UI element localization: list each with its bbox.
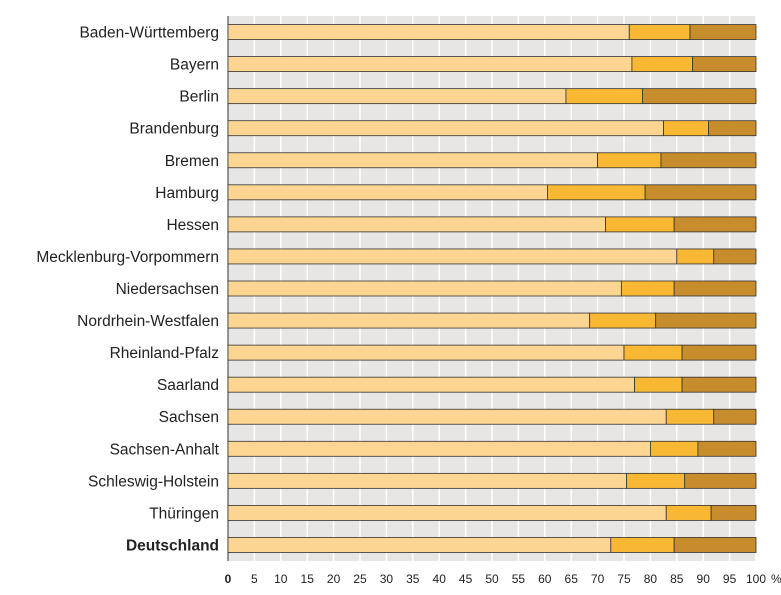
bar-segment [673, 280, 757, 297]
bar-segment [227, 280, 622, 297]
x-tick-label: 90 [697, 572, 711, 586]
bar-segment [605, 216, 675, 233]
x-tick-label: 40 [433, 572, 447, 586]
x-tick-label: 35 [406, 572, 420, 586]
bars [227, 24, 757, 553]
bar-segment [227, 56, 633, 72]
bar-segment [227, 184, 548, 201]
category-label: Mecklenburg-Vorpommern [36, 249, 219, 266]
bar-segment [660, 152, 757, 169]
x-unit-label: % [771, 572, 781, 586]
bar-segment [650, 440, 699, 457]
x-tick-label: 85 [670, 572, 684, 586]
bar-segment [227, 120, 665, 137]
bar-segment [634, 376, 683, 393]
bar-segment [626, 472, 686, 489]
x-tick-label: 80 [644, 572, 658, 586]
x-tick-label: 100 [746, 572, 766, 586]
bar-segment [227, 505, 667, 521]
x-tick-label: 95 [723, 572, 737, 586]
bar-segment [710, 505, 757, 521]
bar-segment [642, 88, 757, 105]
bar-segment [663, 120, 709, 137]
bar-segment [684, 472, 757, 489]
x-tick-label: 15 [301, 572, 315, 586]
category-label: Thüringen [149, 505, 219, 522]
bar-segment [227, 312, 591, 329]
category-label: Saarland [157, 377, 219, 394]
bar-segment [227, 152, 599, 169]
bar-segment [227, 216, 606, 233]
bar-segment [565, 88, 643, 105]
x-tick-label: 70 [591, 572, 605, 586]
bar-segment [227, 408, 667, 425]
x-tick-label: 30 [380, 572, 394, 586]
x-tick-label: 50 [485, 572, 499, 586]
bar-segment [227, 24, 630, 40]
category-label: Sachsen-Anhalt [110, 441, 220, 458]
bar-segment [655, 312, 757, 329]
bar-segment [708, 120, 757, 137]
x-tick-label: 55 [512, 572, 526, 586]
x-tick-label: 75 [617, 572, 631, 586]
category-label: Bayern [170, 57, 219, 74]
category-label: Schleswig-Holstein [88, 473, 219, 490]
x-tick-label: 20 [327, 572, 341, 586]
category-label: Hamburg [155, 185, 219, 202]
bar-segment [620, 280, 675, 297]
bar-segment [623, 344, 683, 361]
bar-segment [227, 537, 612, 553]
x-tick-labels: 0 5 10 15 20 25 30 35 40 45 50 55 60 65 70 75 80 85 90 95 10… [225, 572, 767, 586]
bar-segment [227, 88, 567, 105]
category-label: Hessen [166, 217, 219, 234]
category-label: Nordrhein-Westfalen [77, 313, 219, 330]
bar-segment [681, 376, 757, 393]
x-tick-label: 25 [353, 572, 367, 586]
bar-segment [681, 344, 757, 361]
bar-segment [665, 408, 715, 425]
bar-segment [631, 56, 694, 72]
category-label: Baden-Württemberg [79, 25, 219, 42]
bar-segment [713, 248, 757, 265]
bar-segment [610, 537, 675, 553]
category-label: Berlin [179, 89, 219, 106]
bar-segment [227, 248, 678, 265]
bar-segment [644, 184, 757, 201]
bar-segment [665, 505, 712, 521]
bar-segment [692, 56, 757, 72]
x-tick-label: 65 [565, 572, 579, 586]
bar-segment [713, 408, 757, 425]
bar-segment [628, 24, 691, 40]
category-label: Brandenburg [129, 121, 219, 138]
category-label: Niedersachsen [116, 281, 219, 298]
x-tick-label: 10 [274, 572, 288, 586]
bar-segment [597, 152, 662, 169]
category-label: Deutschland [126, 537, 219, 554]
bar-segment [676, 248, 715, 265]
bar-segment [547, 184, 646, 201]
category-label: Bremen [165, 153, 219, 170]
x-tick-label: 60 [538, 572, 552, 586]
x-tick-label: 5 [251, 572, 258, 586]
bar-segment [673, 537, 757, 553]
bar-segment [689, 24, 757, 40]
bar-segment [697, 440, 757, 457]
category-label: Rheinland-Pfalz [110, 345, 219, 362]
bar-segment [227, 376, 635, 393]
category-label: Sachsen [159, 409, 219, 426]
x-tick-label: 0 [225, 572, 232, 586]
category-labels: Baden-Württemberg Bayern Berlin Brandenburg… [36, 25, 219, 555]
bar-segment [227, 472, 628, 489]
bar-segment [673, 216, 757, 233]
bar-segment [227, 344, 625, 361]
x-tick-label: 45 [459, 572, 473, 586]
bar-segment [227, 440, 651, 457]
bar-segment [589, 312, 657, 329]
